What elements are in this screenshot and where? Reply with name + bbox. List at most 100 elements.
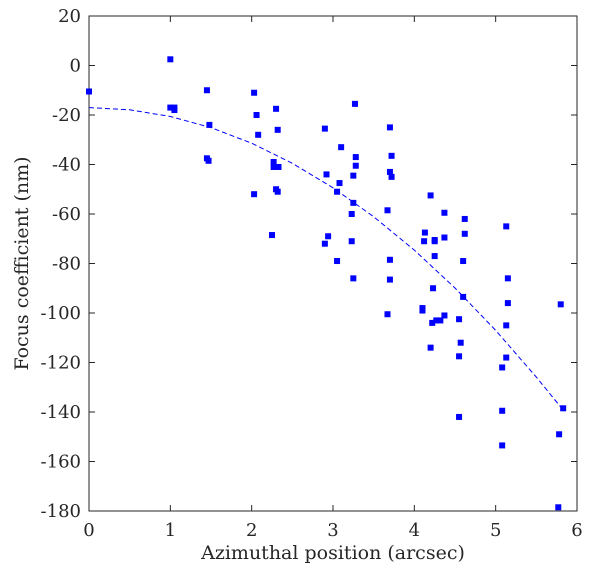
data-point (251, 89, 258, 96)
data-point (352, 162, 359, 169)
data-point (338, 144, 345, 151)
data-point (323, 171, 330, 178)
data-point (348, 211, 355, 217)
data-point (321, 240, 328, 247)
data-point (557, 301, 564, 308)
data-point (437, 317, 444, 324)
x-tick-label: 4 (409, 520, 420, 541)
x-axis-label: Azimuthal position (arcsec) (200, 542, 465, 564)
data-point (460, 258, 467, 265)
x-axis: 0 1 2 3 4 5 6 (83, 16, 583, 541)
y-tick-label: -80 (52, 254, 81, 275)
data-point (350, 172, 357, 179)
y-axis-label: Focus coefficient (nm) (11, 156, 33, 370)
data-point (456, 353, 463, 360)
x-tick-label: 0 (83, 520, 94, 541)
fit-curve-line (88, 107, 562, 408)
data-point (351, 100, 358, 107)
data-point (431, 253, 438, 260)
data-point (560, 405, 567, 412)
data-point (461, 215, 468, 222)
data-point (503, 322, 510, 329)
data-point (336, 180, 343, 187)
data-point (499, 407, 506, 414)
data-point (441, 312, 448, 319)
data-point (499, 442, 506, 449)
data-point (457, 339, 464, 346)
data-point (460, 293, 467, 300)
data-point (255, 131, 262, 138)
data-point (352, 154, 359, 161)
x-tick-label: 2 (246, 520, 257, 541)
data-point (456, 316, 463, 323)
data-point (388, 173, 395, 180)
data-point (503, 354, 510, 361)
data-point (386, 276, 393, 283)
data-point (433, 317, 440, 324)
data-point (429, 319, 436, 326)
y-axis: -180 -160 -140 -120 -100 -80 -60 -40 -20 0 20 (41, 6, 577, 522)
data-point (274, 126, 281, 133)
data-point (441, 209, 448, 216)
data-point (325, 233, 332, 240)
data-point (430, 285, 437, 292)
data-points (86, 56, 567, 511)
data-point (205, 157, 212, 164)
data-point (270, 163, 277, 170)
y-tick-label: -40 (52, 155, 81, 176)
data-point (421, 229, 428, 236)
data-point (431, 238, 438, 245)
y-tick-label: -120 (41, 353, 81, 374)
data-point (386, 124, 393, 131)
data-point (504, 300, 511, 307)
data-point (348, 238, 355, 245)
data-point (441, 234, 448, 241)
data-point (273, 186, 280, 193)
data-point (171, 107, 178, 114)
data-point (421, 238, 428, 245)
data-point (386, 256, 393, 263)
data-point (499, 364, 506, 371)
data-point (206, 121, 213, 128)
x-tick-label: 3 (327, 520, 338, 541)
data-point (86, 88, 92, 95)
data-point (427, 192, 434, 199)
y-tick-label: -20 (52, 105, 81, 126)
x-tick-label: 6 (571, 520, 582, 541)
data-point (384, 207, 391, 214)
data-point (321, 125, 328, 132)
data-point (334, 258, 341, 265)
fit-curve-group (88, 107, 562, 408)
y-tick-label: -140 (41, 402, 81, 423)
y-tick-label: 20 (58, 6, 81, 27)
data-point (203, 87, 210, 94)
x-tick-label: 5 (490, 520, 501, 541)
data-point (350, 199, 357, 206)
y-tick-label: -100 (41, 303, 81, 324)
data-point (167, 56, 174, 63)
data-point (251, 191, 258, 198)
data-point (167, 104, 174, 111)
data-point (350, 275, 357, 282)
data-point (461, 230, 468, 237)
data-point (503, 223, 510, 230)
data-point (386, 168, 393, 175)
y-tick-label: 0 (70, 56, 81, 77)
data-point (384, 311, 391, 318)
data-point (275, 163, 282, 170)
data-point (334, 188, 341, 195)
data-point (269, 232, 275, 239)
x-tick-label: 1 (165, 520, 176, 541)
data-point (427, 344, 434, 351)
data-point (555, 504, 562, 511)
y-tick-label: -160 (41, 452, 81, 473)
data-point (273, 105, 280, 112)
data-point (504, 275, 511, 282)
data-point (419, 305, 426, 312)
data-point (456, 413, 463, 420)
y-tick-label: -180 (41, 501, 81, 522)
data-point (270, 159, 277, 166)
